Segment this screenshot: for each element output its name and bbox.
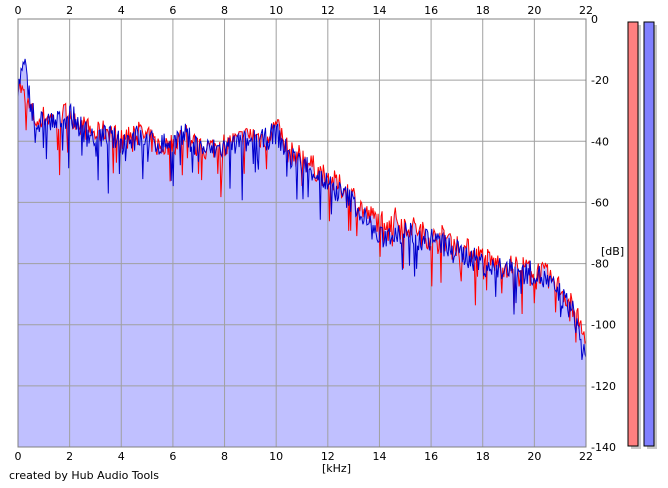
- x-tick-label: 14: [372, 4, 386, 17]
- x-tick-label: 20: [527, 4, 541, 17]
- spectrum-lines: [17, 58, 587, 360]
- x-tick-label: 16: [424, 4, 438, 17]
- y-tick-label: -120: [591, 380, 616, 393]
- x-tick-label: 12: [321, 4, 335, 17]
- x-tick-label: 14: [372, 450, 386, 463]
- level-meter-2: [643, 21, 655, 447]
- y-tick-label: 0: [591, 13, 598, 26]
- spectrum-fill: [18, 58, 586, 448]
- spectrum-area: [18, 58, 586, 448]
- y-tick-labels: 0 -20 -40 -60 -80 -100 -120 -140: [591, 13, 616, 454]
- x-tick-label: 4: [118, 4, 125, 17]
- x-tick-label: 0: [15, 450, 22, 463]
- x-tick-label: 8: [221, 4, 228, 17]
- y-tick-label: -80: [591, 258, 609, 271]
- x-tick-labels-bottom: 0 2 4 6 8 10 12 14 16 18 20 22: [15, 450, 594, 463]
- x-tick-label: 10: [269, 4, 283, 17]
- x-axis-label: [kHz]: [322, 462, 351, 475]
- x-tick-label: 16: [424, 450, 438, 463]
- level-meter-1: [627, 21, 639, 447]
- y-tick-label: -20: [591, 74, 609, 87]
- x-tick-label: 10: [269, 450, 283, 463]
- x-tick-label: 22: [579, 450, 593, 463]
- y-tick-label: -100: [591, 319, 616, 332]
- x-tick-label: 12: [321, 450, 335, 463]
- y-tick-label: -40: [591, 135, 609, 148]
- y-axis-label: [dB]: [601, 245, 624, 258]
- x-tick-label: 2: [66, 450, 73, 463]
- plot-border: [17, 18, 587, 448]
- x-tick-label: 6: [169, 4, 176, 17]
- y-tick-label: -140: [591, 441, 616, 454]
- x-tick-label: 6: [169, 450, 176, 463]
- y-tick-label: -60: [591, 196, 609, 209]
- series-line-2: [17, 58, 587, 360]
- x-tick-label: 0: [15, 4, 22, 17]
- x-tick-label: 18: [476, 4, 490, 17]
- x-tick-label: 22: [579, 4, 593, 17]
- x-tick-label: 18: [476, 450, 490, 463]
- x-tick-label: 8: [221, 450, 228, 463]
- x-tick-label: 20: [527, 450, 541, 463]
- credit-text: created by Hub Audio Tools: [9, 469, 159, 482]
- x-tick-label: 4: [118, 450, 125, 463]
- x-tick-label: 2: [66, 4, 73, 17]
- level-meters: [627, 21, 657, 449]
- x-tick-labels-top: 0 2 4 6 8 10 12 14 16 18 20 22: [15, 4, 594, 17]
